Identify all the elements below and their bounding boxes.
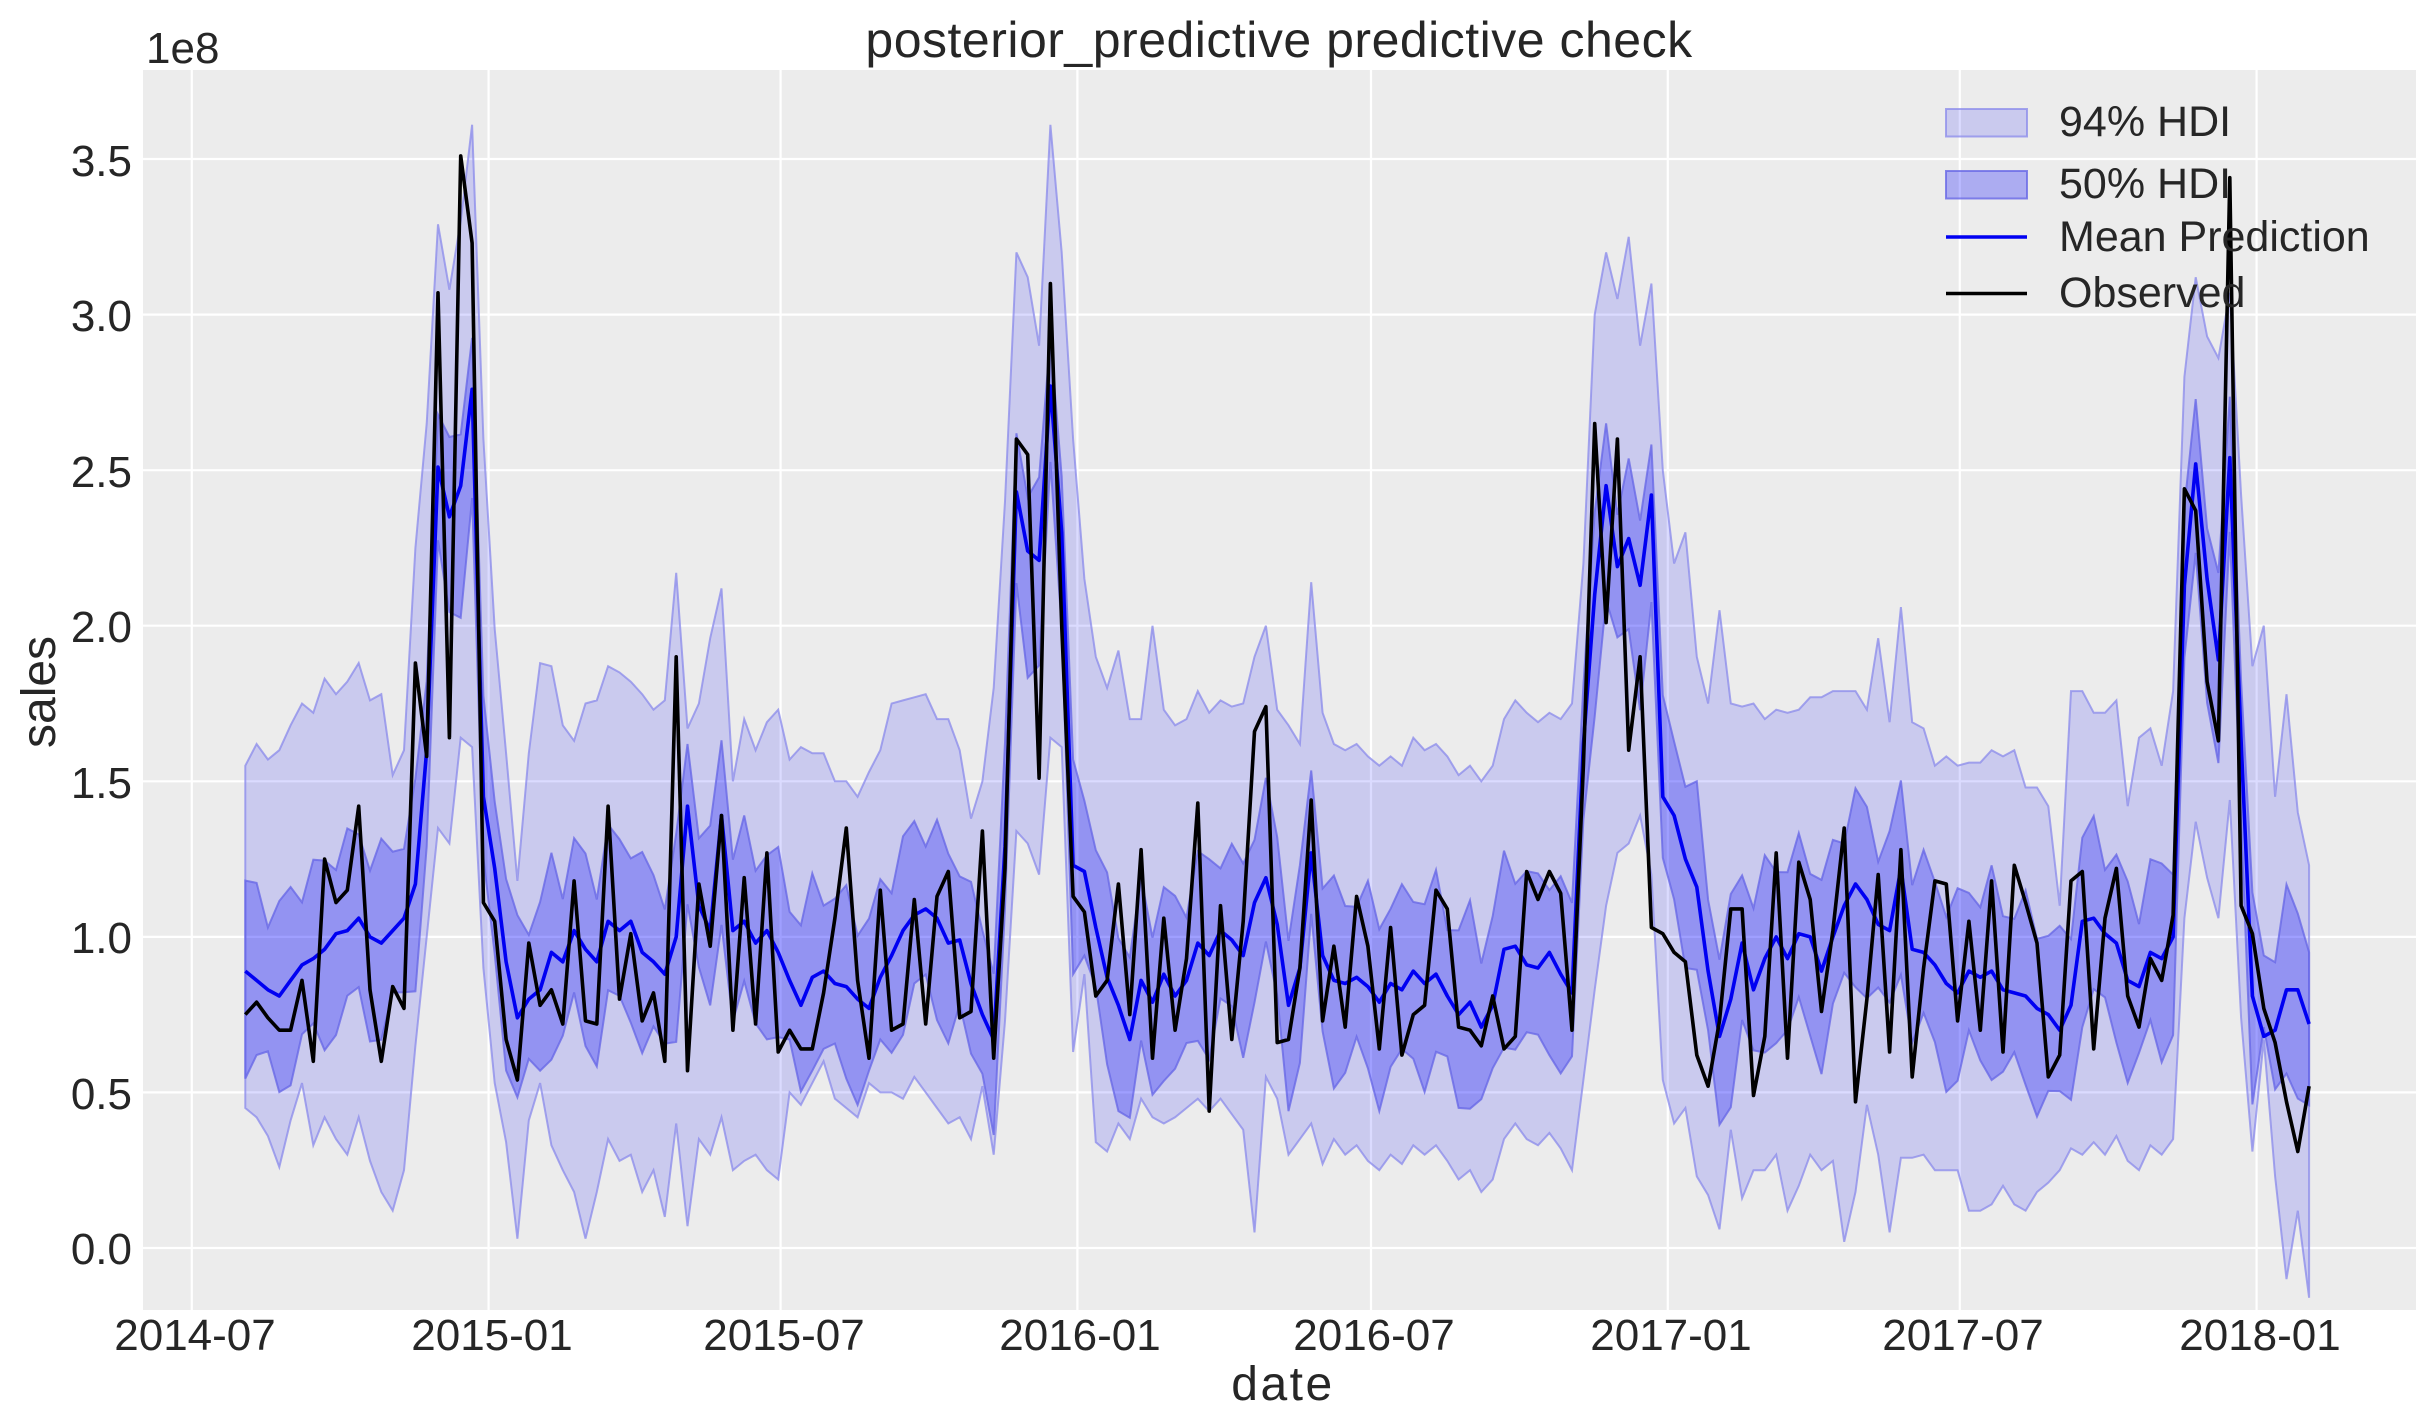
svg-text:3.0: 3.0	[71, 292, 132, 341]
svg-text:sales: sales	[13, 636, 66, 748]
svg-text:1e8: 1e8	[146, 24, 219, 73]
svg-text:2017-07: 2017-07	[1882, 1311, 2043, 1360]
svg-text:94% HDI: 94% HDI	[2059, 98, 2231, 146]
svg-text:2018-01: 2018-01	[2179, 1311, 2340, 1360]
svg-text:2.0: 2.0	[71, 603, 132, 652]
svg-text:2017-01: 2017-01	[1590, 1311, 1751, 1360]
svg-text:date: date	[1231, 1358, 1334, 1411]
svg-text:2015-07: 2015-07	[703, 1311, 864, 1360]
svg-text:0.0: 0.0	[71, 1225, 132, 1274]
svg-text:0.5: 0.5	[71, 1070, 132, 1119]
svg-text:2016-07: 2016-07	[1293, 1311, 1454, 1360]
svg-text:2015-01: 2015-01	[411, 1311, 572, 1360]
svg-text:posterior_predictive predictiv: posterior_predictive predictive check	[865, 12, 1693, 68]
svg-text:50% HDI: 50% HDI	[2059, 160, 2231, 208]
svg-text:Observed: Observed	[2059, 269, 2245, 317]
svg-text:2016-01: 2016-01	[999, 1311, 1160, 1360]
svg-text:1.5: 1.5	[71, 759, 132, 808]
svg-text:2.5: 2.5	[71, 448, 132, 497]
svg-text:2014-07: 2014-07	[114, 1311, 275, 1360]
svg-text:1.0: 1.0	[71, 914, 132, 963]
svg-text:3.5: 3.5	[71, 137, 132, 186]
svg-text:Mean Prediction: Mean Prediction	[2059, 213, 2370, 261]
